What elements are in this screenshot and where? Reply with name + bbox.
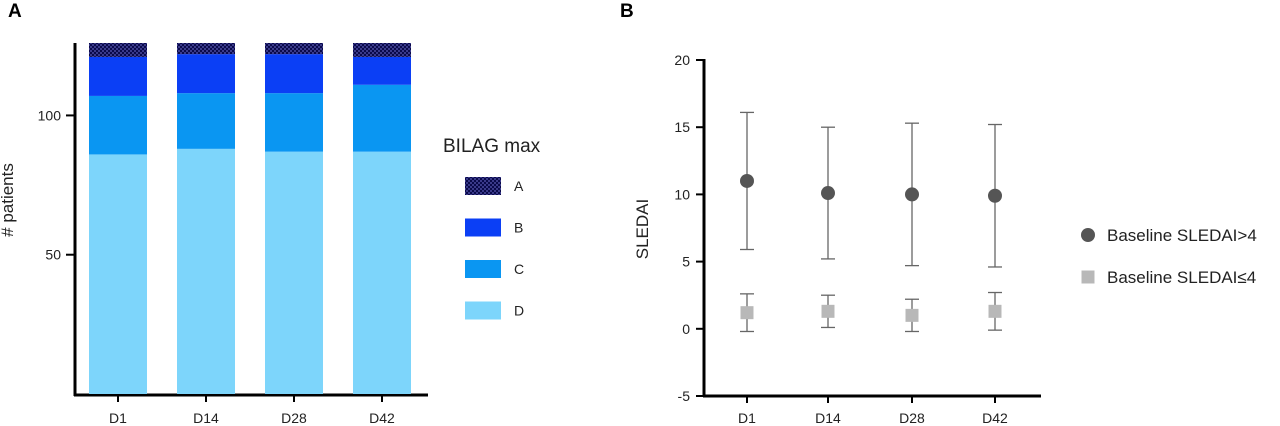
bar-d1-c [89, 95, 147, 155]
x-tick-label-d28: D28 [899, 410, 925, 426]
y-tick-label-0: 0 [682, 321, 690, 337]
legend-label-a: A [514, 178, 524, 194]
point-baseline-sledai-4-d42 [988, 188, 1002, 203]
legend-label-b: B [514, 220, 523, 236]
legend-label-baseline-sledai-4: Baseline SLEDAI>4 [1107, 226, 1257, 245]
panel-b-label: B [620, 1, 634, 22]
point-baseline-sledai-4-d1 [740, 173, 754, 188]
legend-label-baseline-sledai-4: Baseline SLEDAI≤4 [1107, 268, 1256, 287]
x-tick-label-d1: D1 [738, 410, 756, 426]
scatter-y-axis-label: SLEDAI [633, 199, 652, 259]
y-tick-label-20: 20 [674, 52, 690, 68]
y-tick-label-5: -5 [678, 388, 691, 404]
bar-d42-c [353, 84, 411, 152]
bar-d42-d [353, 151, 411, 394]
bar-d1-d [89, 154, 147, 394]
legend-title: BILAG max [443, 136, 541, 157]
x-tick-label-d42: D42 [982, 410, 1008, 426]
bar-d42-b [353, 56, 411, 85]
point-baseline-sledai-4-d28 [905, 187, 919, 202]
scatter-axis-ticks: -5 0 5 10 15 20 D1 D14 D28 D42 [674, 52, 1008, 426]
point-baseline-sledai-4-d14 [821, 186, 835, 201]
point-baseline-sledai-4-d42 [988, 304, 1002, 318]
bar-d28-c [265, 93, 323, 152]
bar-d1-b [89, 56, 147, 96]
bar-d14-d [177, 148, 235, 394]
x-tick-label-d42: D42 [369, 410, 395, 426]
legend-marker-baseline-sledai-4 [1081, 228, 1095, 242]
legend-marker-baseline-sledai-4 [1081, 270, 1095, 284]
legend-swatch-d [465, 301, 501, 320]
bar-d14-a [177, 43, 235, 55]
bar-d14-c [177, 93, 235, 149]
scatter-marks [740, 111, 1002, 333]
legend-label-d: D [514, 303, 524, 319]
bar-marks [89, 43, 411, 394]
bar-d28-d [265, 151, 323, 394]
bar-d1-a [89, 43, 147, 57]
bar-axis-ticks: D1 D14 D28 D42 50 100 [38, 107, 395, 426]
point-baseline-sledai-4-d28 [905, 308, 919, 322]
sledai-scatter-chart: SLEDAI -5 0 5 10 15 20 D1 D14 D28 D42 Baseline SL… [633, 52, 1257, 426]
x-tick-label-d1: D1 [109, 410, 127, 426]
legend-swatch-c [465, 260, 501, 278]
bar-d28-a [265, 43, 323, 55]
point-baseline-sledai-4-d14 [821, 304, 835, 318]
y-tick-label-100: 100 [38, 107, 62, 123]
y-tick-label-5: 5 [682, 254, 690, 270]
panel-a-label: A [8, 1, 22, 22]
x-tick-label-d14: D14 [815, 410, 841, 426]
legend-swatch-a [465, 177, 501, 195]
bar-y-axis-label: # patients [0, 163, 17, 237]
x-tick-label-d28: D28 [281, 410, 307, 426]
legend-swatch-b [465, 218, 501, 237]
y-tick-label-15: 15 [674, 119, 690, 135]
bilag-legend: BILAG max A B C D [443, 136, 541, 320]
bar-d42-a [353, 43, 411, 57]
sledai-legend: Baseline SLEDAI>4 Baseline SLEDAI≤4 [1081, 226, 1257, 287]
x-tick-label-d14: D14 [193, 410, 219, 426]
y-tick-label-10: 10 [674, 186, 690, 202]
bar-d28-b [265, 54, 323, 94]
point-baseline-sledai-4-d1 [740, 306, 754, 320]
legend-label-c: C [514, 261, 524, 277]
bar-d14-b [177, 54, 235, 94]
y-tick-label-50: 50 [45, 247, 61, 263]
